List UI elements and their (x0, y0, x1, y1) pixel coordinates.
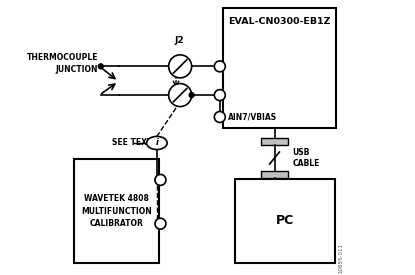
Circle shape (155, 174, 166, 185)
Text: 10855-011: 10855-011 (338, 243, 343, 273)
FancyBboxPatch shape (222, 7, 336, 128)
Text: J2: J2 (174, 36, 183, 45)
Text: AIN7/VBIAS: AIN7/VBIAS (228, 112, 277, 122)
FancyBboxPatch shape (261, 138, 288, 145)
FancyBboxPatch shape (235, 178, 335, 263)
Circle shape (168, 84, 192, 107)
Text: USB
CABLE: USB CABLE (292, 148, 320, 168)
Text: THERMOCOUPLE
JUNCTION: THERMOCOUPLE JUNCTION (27, 53, 98, 74)
FancyBboxPatch shape (261, 170, 288, 178)
Circle shape (98, 64, 103, 69)
Ellipse shape (146, 136, 167, 150)
Circle shape (155, 218, 166, 229)
FancyBboxPatch shape (74, 160, 159, 263)
Circle shape (189, 93, 194, 98)
Circle shape (214, 111, 225, 122)
Text: SEE TEXT: SEE TEXT (112, 138, 153, 147)
Text: EVAL-CN0300-EB1Z: EVAL-CN0300-EB1Z (228, 17, 330, 26)
Text: PC: PC (276, 214, 294, 227)
Circle shape (214, 61, 225, 72)
Text: WAVETEK 4808
MULTIFUNCTION
CALIBRATOR: WAVETEK 4808 MULTIFUNCTION CALIBRATOR (81, 194, 152, 228)
Circle shape (168, 55, 192, 78)
Circle shape (214, 90, 225, 101)
Text: i: i (156, 139, 158, 147)
